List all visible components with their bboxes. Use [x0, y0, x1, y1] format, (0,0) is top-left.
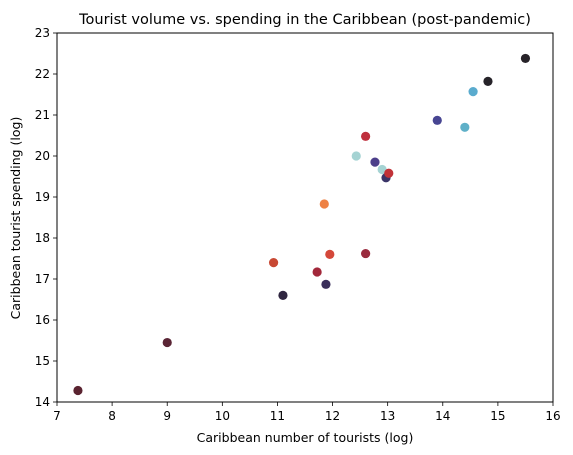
x-tick-label: 10 [215, 409, 230, 423]
y-tick-label: 19 [35, 190, 50, 204]
x-tick-label: 16 [545, 409, 560, 423]
data-point-1 [162, 337, 172, 348]
data-point-8 [351, 151, 361, 161]
x-tick-label: 12 [325, 409, 340, 423]
data-point-11 [370, 157, 380, 167]
data-point-10 [361, 131, 371, 141]
y-tick-label: 18 [35, 231, 50, 245]
data-point-0 [73, 385, 83, 396]
plot-frame [56, 32, 554, 403]
x-tick-label: 7 [53, 409, 61, 423]
y-tick-label: 14 [35, 395, 50, 409]
y-tick-label: 15 [35, 354, 50, 368]
x-axis-label: Caribbean number of tourists (log) [197, 430, 414, 445]
y-tick-label: 23 [35, 26, 50, 40]
x-tick-label: 11 [270, 409, 285, 423]
x-tick-label: 8 [108, 409, 116, 423]
data-point-2 [268, 258, 279, 268]
x-tick-label: 15 [490, 409, 505, 423]
y-tick-label: 16 [35, 313, 50, 327]
y-tick-label: 21 [35, 108, 50, 122]
data-point-9 [361, 248, 371, 259]
x-axis: 7 8 9 10 11 12 13 14 15 16 [53, 402, 561, 423]
data-point-18 [483, 76, 493, 86]
data-point-16 [460, 122, 470, 132]
data-point-3 [278, 290, 288, 300]
x-tick-label: 9 [163, 409, 171, 423]
y-tick-label: 22 [35, 67, 50, 81]
y-tick-label: 20 [35, 149, 50, 163]
data-point-14 [384, 168, 394, 178]
data-point-5 [319, 199, 329, 209]
x-tick-label: 14 [435, 409, 450, 423]
chart-title: Tourist volume vs. spending in the Carib… [78, 12, 531, 28]
data-points [73, 53, 531, 396]
y-axis: 14 15 16 17 18 19 20 21 22 23 [35, 26, 57, 409]
data-point-17 [468, 87, 478, 97]
data-point-15 [432, 115, 442, 125]
data-point-7 [325, 249, 335, 259]
data-point-6 [321, 279, 331, 289]
y-tick-label: 17 [35, 272, 50, 286]
data-point-19 [520, 53, 531, 64]
x-tick-label: 13 [380, 409, 395, 423]
y-axis-label: Caribbean tourist spending (log) [8, 117, 23, 320]
data-point-4 [312, 267, 322, 277]
